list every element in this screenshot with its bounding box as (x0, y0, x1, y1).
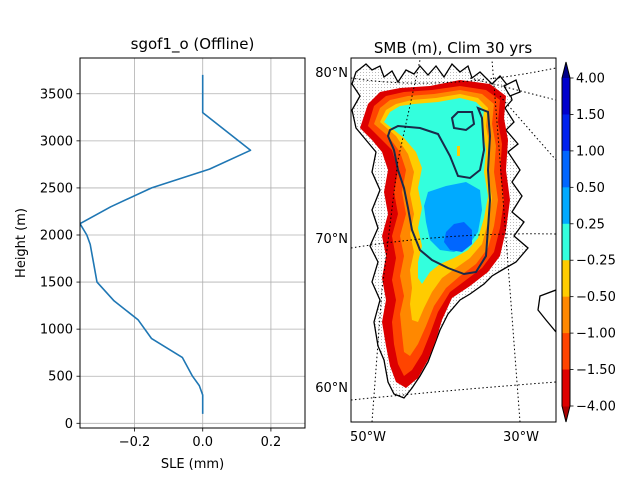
chart-title: sgof1_o (Offline) (131, 35, 255, 54)
colorbar-tick-label: −0.50 (576, 290, 616, 305)
x-tick-label: −0.2 (119, 435, 151, 450)
graticule (351, 59, 556, 422)
series-group (80, 74, 252, 414)
lat-label-70: 70°N (315, 232, 348, 247)
contour-line (386, 106, 492, 276)
y-tick-label: 0 (65, 417, 73, 432)
colorbar-segment (562, 114, 570, 152)
colorbar-extend-top (562, 62, 570, 78)
y-axis-label: Height (m) (14, 208, 29, 278)
map-title: SMB (m), Clim 30 yrs (374, 39, 532, 57)
colorbar-segment (562, 150, 570, 188)
colorbar-tick-label: −1.00 (576, 327, 616, 342)
map-field (351, 59, 556, 422)
lat-label-80: 80°N (315, 66, 348, 81)
coastline-east-islands (503, 79, 556, 334)
x-axis-label: SLE (mm) (161, 457, 224, 472)
grid (80, 58, 305, 428)
colorbar-segment (562, 333, 570, 371)
colorbar-tick-label: −4.00 (576, 400, 616, 415)
line-chart: sgof1_o (Offline) −0.2 0.0 0.2 0 500 1000 150… (14, 35, 306, 472)
colorbar-ticks: 4.00 1.50 1.00 0.50 0.25 −0.25 −0.50 −1.00 −1.50… (570, 72, 616, 415)
colorbar-segments (562, 62, 570, 422)
colorbar-tick-label: 1.50 (576, 108, 605, 123)
y-axis-ticks: 0 500 1000 1500 2000 2500 3000 3500 (40, 87, 80, 432)
colorbar-segment (562, 296, 570, 334)
colorbar-tick-label: 0.25 (576, 217, 605, 232)
colorbar-segment (562, 187, 570, 225)
contour-line-north (450, 111, 476, 132)
smb-band-blue (444, 222, 472, 252)
colorbar-segment (562, 223, 570, 261)
lat-label-60: 60°N (315, 381, 348, 396)
y-tick-label: 500 (48, 370, 73, 385)
plot-frame (79, 57, 306, 429)
colorbar-tick-label: 4.00 (576, 72, 605, 87)
lon-label-30w: 30°W (503, 430, 539, 445)
y-tick-label: 3000 (40, 134, 73, 149)
colorbar-segment (562, 260, 570, 298)
lon-label-50w: 50°W (350, 430, 386, 445)
y-tick-label: 1500 (40, 276, 73, 291)
series-line (80, 74, 252, 414)
colorbar: 4.00 1.50 1.00 0.50 0.25 −0.25 −0.50 −1.00 −1.50… (561, 61, 616, 423)
x-tick-label: 0.2 (261, 435, 282, 450)
colorbar-extend-bottom (562, 406, 570, 422)
y-tick-label: 2500 (40, 181, 73, 196)
x-tick-label: 0.0 (192, 435, 213, 450)
y-tick-label: 1000 (40, 323, 73, 338)
colorbar-segment (562, 78, 570, 115)
map-frame (350, 57, 557, 423)
smb-map: SMB (m), Clim 30 yrs (315, 39, 557, 445)
colorbar-segment (562, 369, 570, 407)
colorbar-tick-label: 0.50 (576, 181, 605, 196)
colorbar-tick-label: −1.50 (576, 363, 616, 378)
colorbar-tick-label: −0.25 (576, 254, 616, 269)
y-tick-label: 3500 (40, 87, 73, 102)
x-axis-ticks: −0.2 0.0 0.2 (119, 428, 281, 450)
smb-band-yellow-patch (457, 146, 460, 156)
y-tick-label: 2000 (40, 228, 73, 243)
colorbar-tick-label: 1.00 (576, 144, 605, 159)
